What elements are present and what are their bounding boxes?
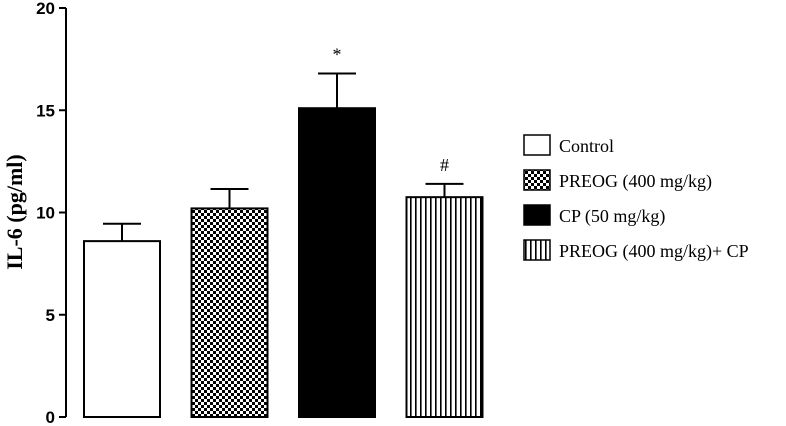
bar [405, 196, 484, 418]
y-tick-label: 10 [36, 204, 55, 223]
bar [298, 107, 376, 419]
legend-swatch [523, 239, 551, 261]
legend-swatch [523, 134, 551, 156]
bar [190, 207, 269, 418]
significance-marker: # [440, 155, 449, 175]
legend-label: PREOG (400 mg/kg) [559, 171, 712, 192]
y-tick-label: 20 [36, 0, 55, 18]
legend-label: CP (50 mg/kg) [559, 206, 665, 227]
y-tick-label: 5 [46, 306, 55, 325]
significance-marker: * [333, 44, 342, 64]
legend-swatch [523, 169, 551, 191]
plot-area: 0 5 10 15 20 * # [36, 0, 484, 426]
bar [83, 240, 161, 418]
legend-label: Control [559, 136, 614, 156]
y-axis-label: IL-6 (pg/ml) [2, 154, 27, 270]
legend-swatch [523, 204, 551, 226]
y-tick-label: 0 [46, 408, 55, 426]
y-tick-label: 15 [36, 101, 55, 120]
legend-label: PREOG (400 mg/kg)+ CP [559, 241, 749, 262]
legend: Control PREOG (400 mg/kg) CP (50 mg/kg) PRE… [523, 134, 749, 262]
